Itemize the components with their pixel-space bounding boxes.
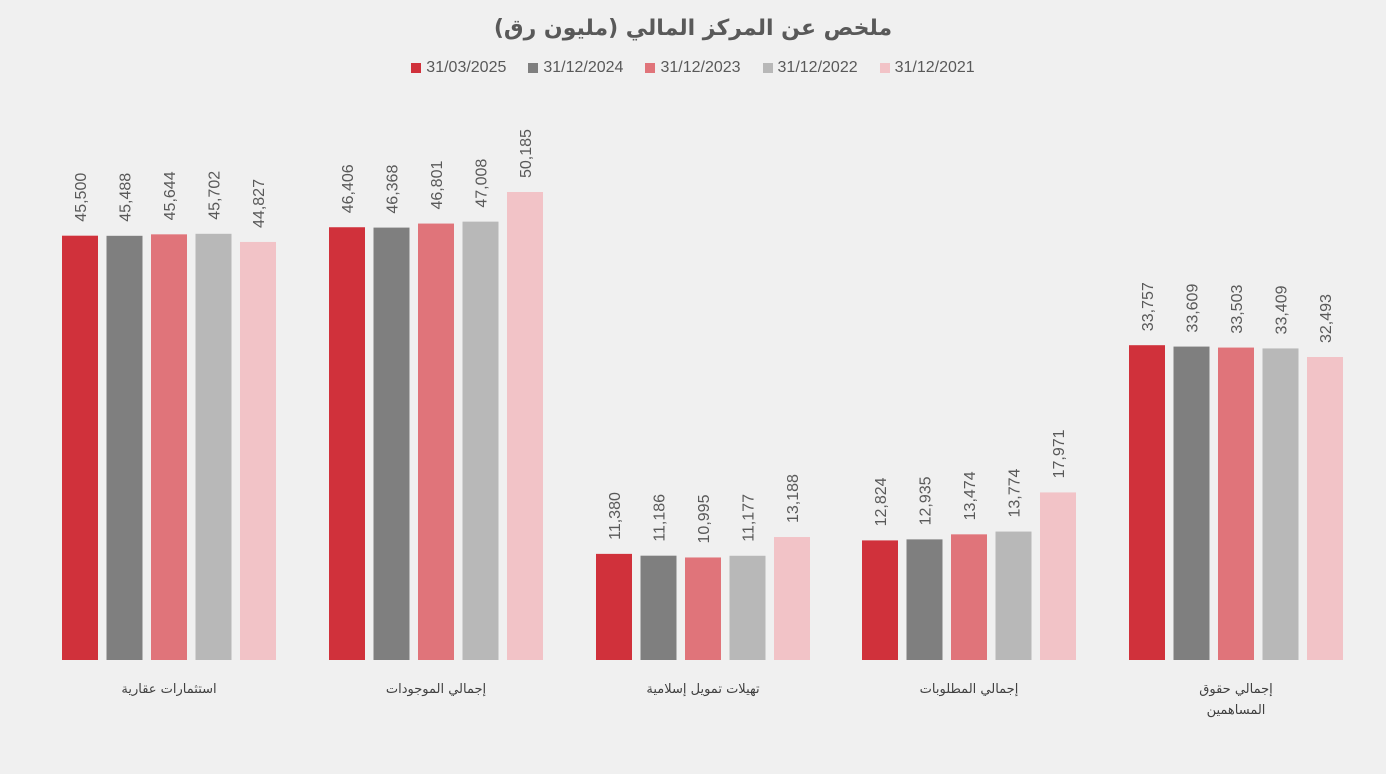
bar bbox=[329, 227, 365, 661]
data-label: 10,995 bbox=[696, 494, 713, 543]
bar bbox=[640, 555, 677, 660]
bar bbox=[685, 557, 721, 660]
legend-label: 31/12/2021 bbox=[894, 59, 975, 76]
data-label: 11,177 bbox=[741, 494, 758, 542]
bar bbox=[1262, 348, 1299, 660]
legend-swatch bbox=[411, 63, 422, 73]
bar bbox=[1218, 347, 1254, 660]
bar bbox=[62, 235, 98, 660]
bar bbox=[1173, 346, 1210, 660]
bar bbox=[1307, 356, 1343, 660]
data-label: 32,493 bbox=[1318, 294, 1335, 343]
category-label: تهيلات تمويل إسلامية bbox=[646, 682, 760, 697]
bar bbox=[862, 540, 898, 660]
bar bbox=[373, 227, 410, 661]
data-label: 46,406 bbox=[340, 164, 357, 213]
bar bbox=[951, 534, 987, 660]
legend-item: 31/12/2024 bbox=[528, 59, 623, 77]
bar bbox=[1129, 345, 1165, 660]
data-label: 45,500 bbox=[73, 173, 90, 222]
bar bbox=[462, 221, 499, 660]
data-label: 45,702 bbox=[207, 171, 224, 220]
category-label: إجمالي حقوق bbox=[1199, 682, 1272, 697]
data-label: 11,186 bbox=[652, 494, 669, 542]
legend-label: 31/12/2023 bbox=[660, 59, 741, 76]
data-label: 13,188 bbox=[785, 474, 802, 523]
data-label: 46,368 bbox=[385, 165, 402, 214]
bar bbox=[596, 553, 632, 660]
bar bbox=[240, 241, 276, 660]
legend-item: 31/03/2025 bbox=[411, 59, 506, 77]
bar bbox=[418, 223, 454, 660]
data-label: 50,185 bbox=[518, 129, 535, 178]
data-label: 13,474 bbox=[962, 471, 979, 520]
category-label: إجمالي المطلوبات bbox=[920, 682, 1019, 697]
data-label: 47,008 bbox=[474, 159, 491, 208]
data-label: 12,935 bbox=[918, 476, 935, 525]
bar bbox=[906, 539, 943, 660]
data-label: 46,801 bbox=[429, 161, 446, 210]
bar bbox=[774, 537, 810, 660]
legend-swatch bbox=[645, 63, 656, 73]
data-label: 33,609 bbox=[1185, 284, 1202, 333]
chart-title: ملخص عن المركز المالي (مليون رق) bbox=[493, 16, 893, 41]
legend-label: 31/03/2025 bbox=[426, 59, 507, 76]
data-label: 33,757 bbox=[1140, 282, 1157, 331]
bar bbox=[1040, 492, 1076, 660]
legend-swatch bbox=[879, 63, 890, 73]
category-label: المساهمين bbox=[1207, 703, 1266, 718]
legend-swatch bbox=[528, 63, 539, 73]
legend-label: 31/12/2022 bbox=[777, 59, 858, 76]
legend-swatch bbox=[762, 63, 773, 73]
category-label: استثمارات عقارية bbox=[121, 682, 216, 697]
legend: 31/03/2025 31/12/2024 31/12/2023 31/12/2022… bbox=[0, 59, 1386, 77]
legend-item: 31/12/2021 bbox=[879, 59, 975, 77]
category-label: إجمالي الموجودات bbox=[386, 682, 486, 697]
data-label: 44,827 bbox=[251, 179, 268, 228]
legend-label: 31/12/2024 bbox=[543, 59, 624, 76]
legend-item: 31/12/2022 bbox=[762, 59, 858, 77]
bar bbox=[507, 192, 543, 660]
data-label: 11,380 bbox=[607, 492, 624, 540]
bar bbox=[106, 235, 143, 660]
bar bbox=[151, 234, 187, 660]
data-label: 13,774 bbox=[1007, 469, 1024, 518]
data-label: 12,824 bbox=[873, 477, 890, 526]
data-label: 17,971 bbox=[1051, 429, 1068, 478]
data-label: 33,409 bbox=[1274, 285, 1291, 334]
data-label: 45,488 bbox=[118, 173, 135, 222]
bar bbox=[995, 531, 1032, 660]
bar bbox=[729, 555, 766, 660]
bar bbox=[195, 233, 232, 660]
data-label: 45,644 bbox=[162, 171, 179, 220]
data-label: 33,503 bbox=[1229, 285, 1246, 334]
legend-item: 31/12/2023 bbox=[645, 59, 741, 77]
